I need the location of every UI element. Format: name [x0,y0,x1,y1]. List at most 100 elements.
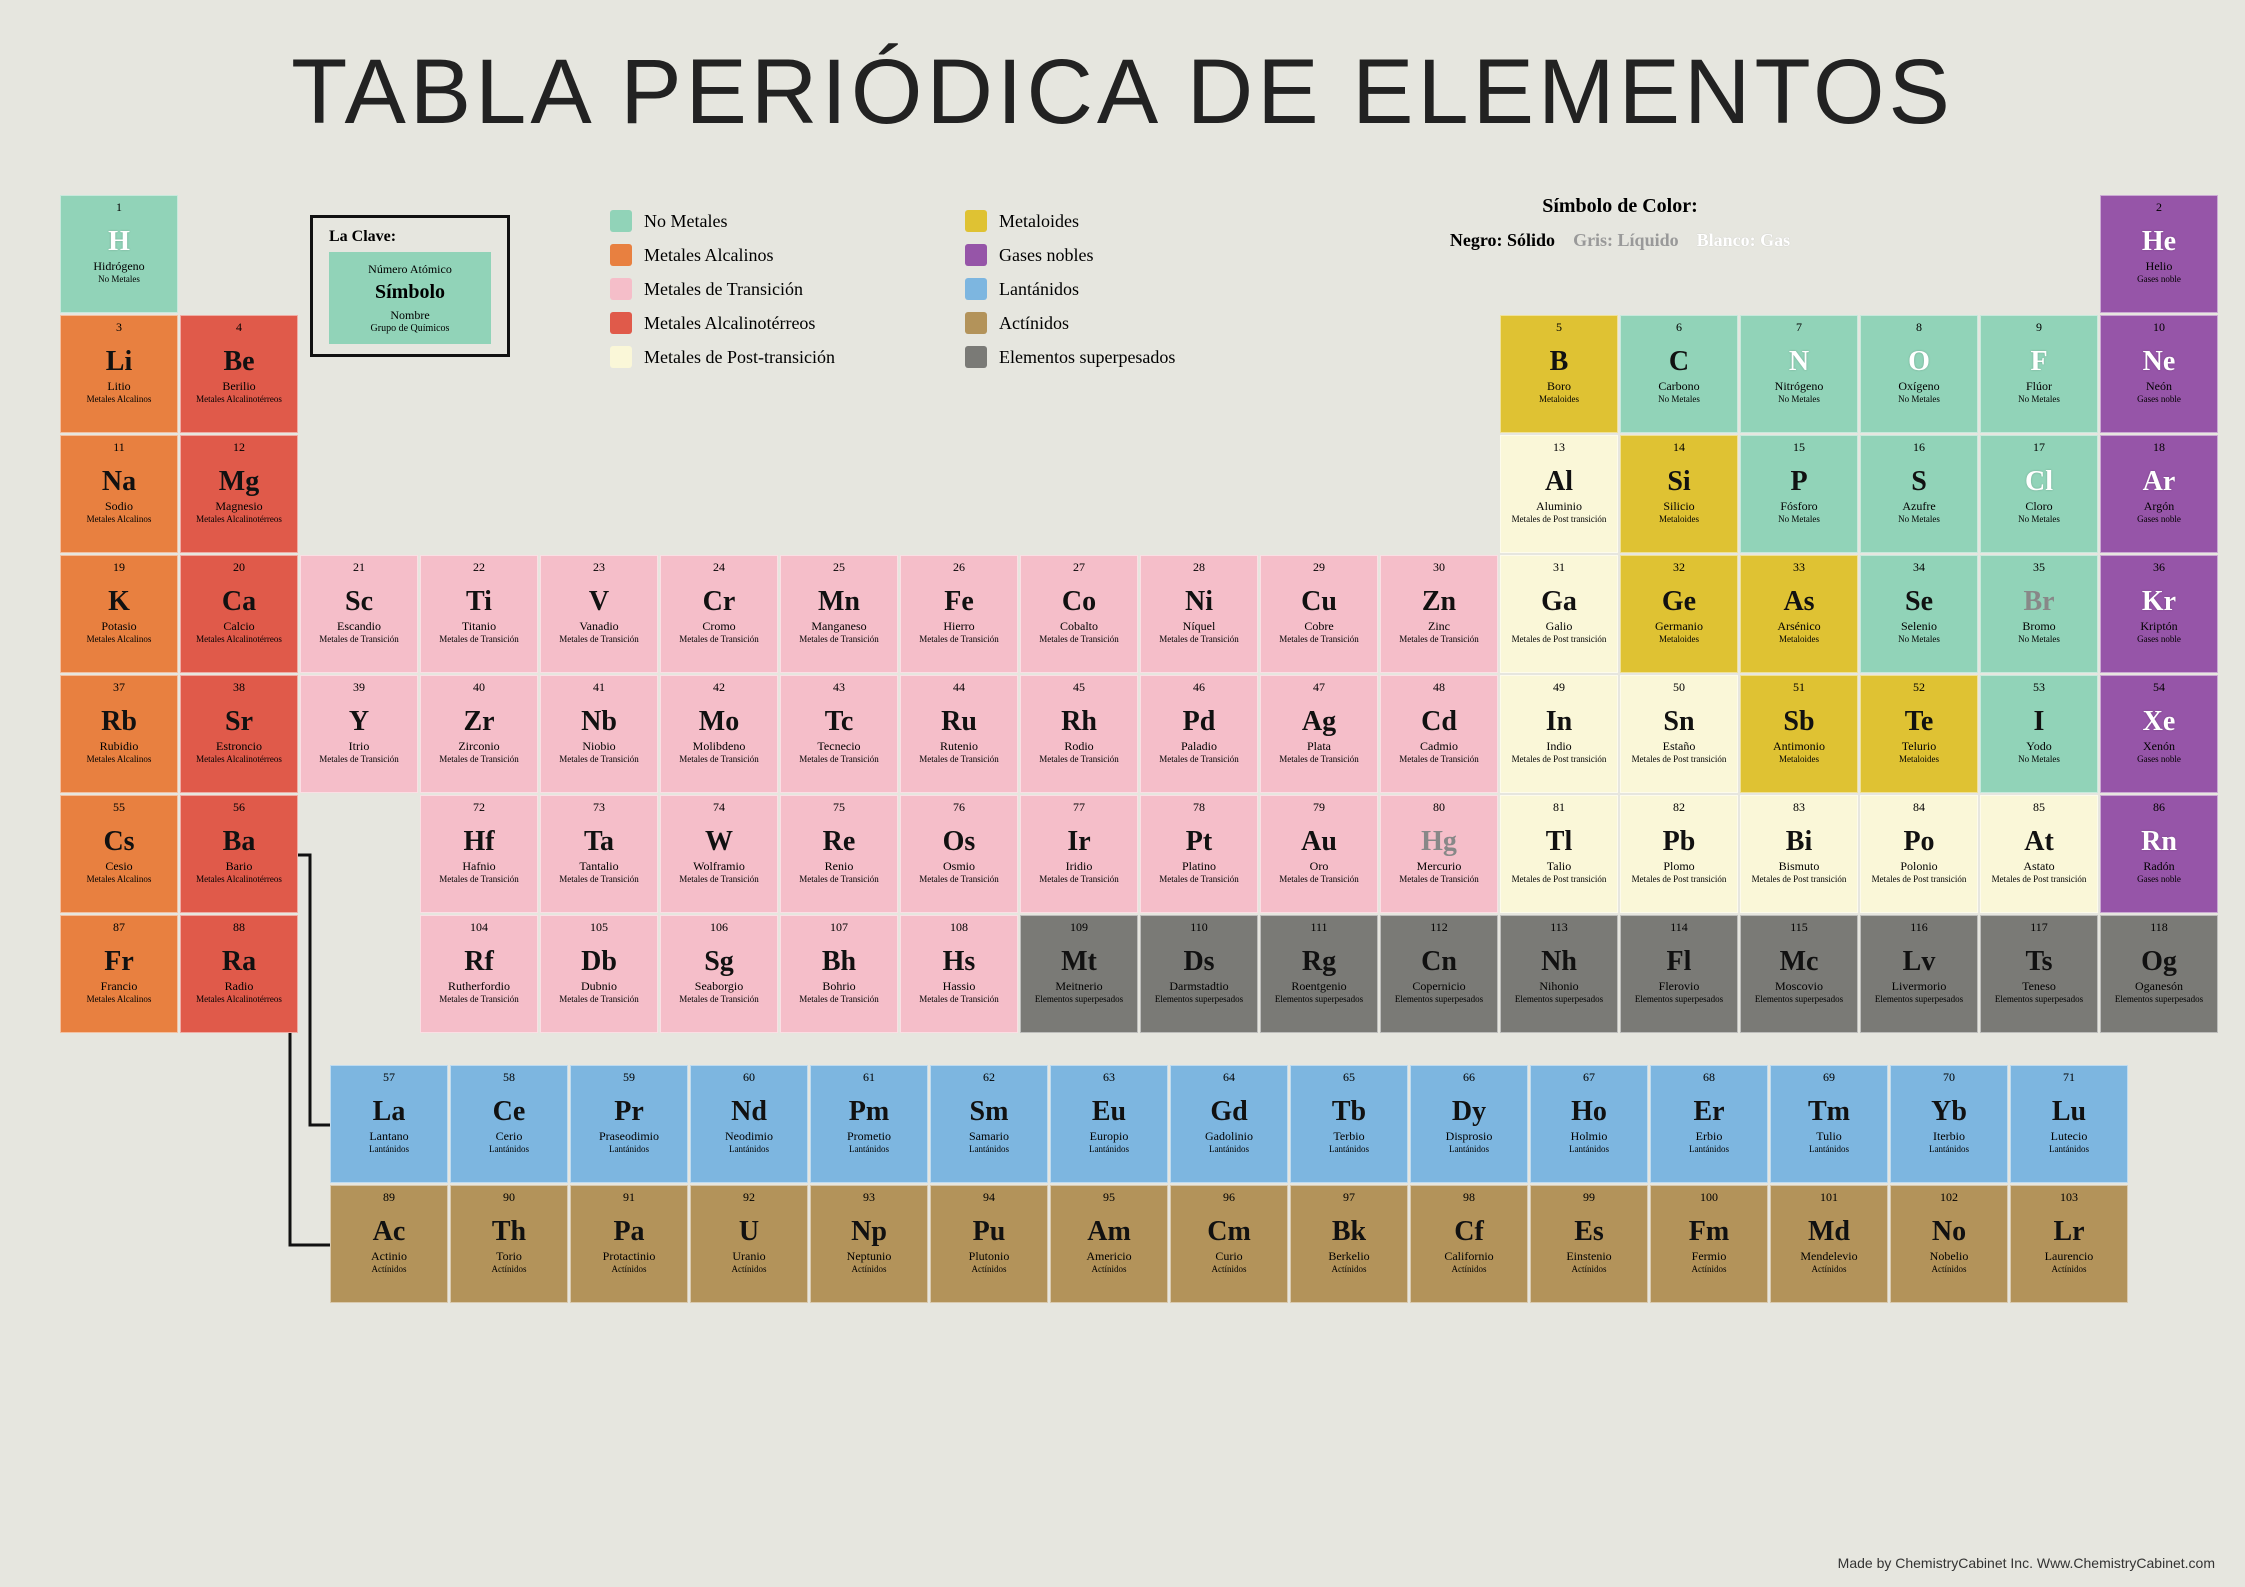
element-name: Prometio [813,1130,925,1142]
element-number: 70 [1891,1070,2007,1085]
element-cell: 82PbPlomoMetales de Post transición [1620,795,1738,913]
element-name: Holmio [1533,1130,1645,1142]
element-symbol: W [663,828,775,856]
color-legend-label: Elementos superpesados [999,347,1175,368]
element-group: Elementos superpesados [1263,995,1375,1004]
element-name: Neodimio [693,1130,805,1142]
element-symbol: Se [1863,588,1975,616]
element-name: Dubnio [543,980,655,992]
element-group: Actínidos [1413,1265,1525,1274]
element-group: No Metales [1623,395,1735,404]
element-symbol: Au [1263,828,1375,856]
element-number: 68 [1651,1070,1767,1085]
element-cell: 71LuLutecioLantánidos [2010,1065,2128,1183]
element-name: Rodio [1023,740,1135,752]
element-cell: 22TiTitanioMetales de Transición [420,555,538,673]
element-cell: 79AuOroMetales de Transición [1260,795,1378,913]
element-group: Actínidos [333,1265,445,1274]
element-cell: 117TsTenesoElementos superpesados [1980,915,2098,1033]
element-number: 87 [61,920,177,935]
element-group: Metales de Transición [663,635,775,644]
element-number: 6 [1621,320,1737,335]
element-cell: 5BBoroMetaloides [1500,315,1618,433]
element-cell: 88RaRadioMetales Alcalinotérreos [180,915,298,1033]
element-group: Metales de Transición [543,875,655,884]
element-cell: 55CsCesioMetales Alcalinos [60,795,178,913]
element-cell: 17ClCloroNo Metales [1980,435,2098,553]
element-symbol: Ag [1263,708,1375,736]
footer-credit: Made by ChemistryCabinet Inc. Www.Chemis… [1838,1555,2215,1571]
element-number: 67 [1531,1070,1647,1085]
element-cell: 80HgMercurioMetales de Transición [1380,795,1498,913]
element-symbol: Nb [543,708,655,736]
color-swatch [965,278,987,300]
color-legend-item: Elementos superpesados [965,346,1175,368]
element-group: Elementos superpesados [1023,995,1135,1004]
element-name: Litio [63,380,175,392]
element-symbol: S [1863,468,1975,496]
element-name: Telurio [1863,740,1975,752]
element-name: Germanio [1623,620,1735,632]
element-symbol: Yb [1893,1098,2005,1126]
element-cell: 103LrLaurencioActínidos [2010,1185,2128,1303]
element-number: 33 [1741,560,1857,575]
element-group: Metales de Post transición [1503,515,1615,524]
element-group: Metales de Transición [543,755,655,764]
element-number: 106 [661,920,777,935]
element-symbol: I [1983,708,2095,736]
element-name: Magnesio [183,500,295,512]
element-symbol: Fm [1653,1218,1765,1246]
element-number: 101 [1771,1190,1887,1205]
element-number: 63 [1051,1070,1167,1085]
element-name: Plomo [1623,860,1735,872]
element-symbol: He [2103,228,2215,256]
element-name: Rutenio [903,740,1015,752]
element-symbol: Nh [1503,948,1615,976]
element-symbol: B [1503,348,1615,376]
element-group: Metales de Transición [423,635,535,644]
element-symbol: No [1893,1218,2005,1246]
element-number: 60 [691,1070,807,1085]
element-cell: 10NeNeónGases noble [2100,315,2218,433]
element-number: 103 [2011,1190,2127,1205]
element-number: 102 [1891,1190,2007,1205]
element-group: Metales Alcalinos [63,755,175,764]
element-cell: 15PFósforoNo Metales [1740,435,1858,553]
element-group: Actínidos [933,1265,1045,1274]
element-group: Lantánidos [1533,1145,1645,1154]
element-symbol: Be [183,348,295,376]
legend-key-title: La Clave: [329,228,491,246]
element-group: Metales de Transición [1263,875,1375,884]
element-cell: 100FmFermioActínidos [1650,1185,1768,1303]
element-number: 40 [421,680,537,695]
element-number: 89 [331,1190,447,1205]
element-cell: 57LaLantanoLantánidos [330,1065,448,1183]
element-number: 21 [301,560,417,575]
element-name: Wolframio [663,860,775,872]
element-cell: 102NoNobelioActínidos [1890,1185,2008,1303]
element-group: Metales de Transición [903,635,1015,644]
color-swatch [965,244,987,266]
element-number: 34 [1861,560,1977,575]
color-legend-label: Metaloides [999,211,1079,232]
element-name: Meitnerio [1023,980,1135,992]
legend-key-symbol: Símbolo [347,281,473,304]
element-cell: 23VVanadioMetales de Transición [540,555,658,673]
element-name: Torio [453,1250,565,1262]
element-group: Metales de Transición [303,635,415,644]
element-cell: 40ZrZirconioMetales de Transición [420,675,538,793]
element-group: Metales Alcalinos [63,515,175,524]
element-number: 11 [61,440,177,455]
element-symbol: Mo [663,708,775,736]
element-symbol: Cn [1383,948,1495,976]
element-cell: 47AgPlataMetales de Transición [1260,675,1378,793]
element-group: Actínidos [1653,1265,1765,1274]
element-number: 35 [1981,560,2097,575]
element-cell: 111RgRoentgenioElementos superpesados [1260,915,1378,1033]
element-cell: 31GaGalioMetales de Post transición [1500,555,1618,673]
element-name: Renio [783,860,895,872]
element-number: 80 [1381,800,1497,815]
element-group: Lantánidos [813,1145,925,1154]
element-symbol: Mg [183,468,295,496]
element-name: Silicio [1623,500,1735,512]
